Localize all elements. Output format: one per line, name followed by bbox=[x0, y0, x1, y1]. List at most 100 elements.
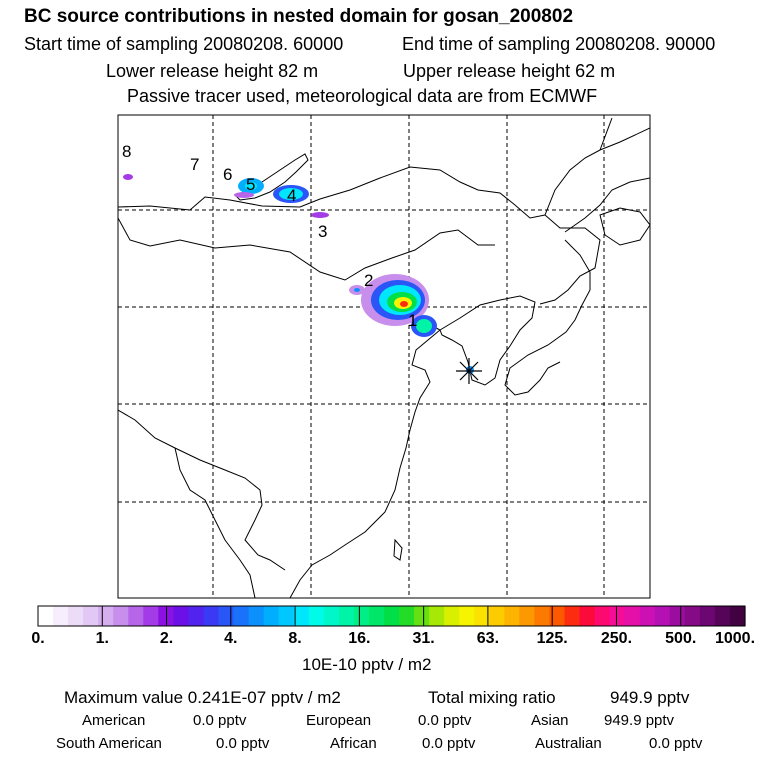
colorbar-tick-label: 16. bbox=[348, 630, 371, 647]
colorbar-tick-label: 250. bbox=[600, 630, 633, 647]
american-value: 0.0 pptv bbox=[193, 712, 247, 729]
colorbar-cell bbox=[233, 606, 250, 626]
colorbar-cell bbox=[654, 606, 671, 626]
track-label-3: 3 bbox=[318, 222, 327, 241]
colorbar-cell bbox=[368, 606, 385, 626]
colorbar-tick-label: 0. bbox=[31, 630, 45, 647]
colorbar-cell bbox=[323, 606, 340, 626]
russia-china-border bbox=[539, 214, 601, 305]
colorbar-cell bbox=[504, 606, 520, 626]
colorbar-cell bbox=[714, 606, 731, 626]
colorbar-cell bbox=[353, 606, 370, 626]
upper-release-height-label: Upper release height 62 m bbox=[403, 61, 616, 81]
colorbar-cell bbox=[38, 606, 54, 626]
african-label: African bbox=[330, 735, 377, 752]
japan-coast bbox=[504, 177, 650, 396]
colorbar-cell bbox=[579, 606, 596, 626]
colorbar-cell bbox=[399, 606, 415, 626]
lake-baikal bbox=[234, 153, 309, 201]
concentration-field bbox=[123, 174, 474, 374]
total-mixing-value: 949.9 pptv bbox=[610, 688, 690, 707]
colorbar-cell bbox=[83, 606, 99, 626]
colorbar-tick-label: 125. bbox=[536, 630, 568, 647]
china-southwest-border bbox=[118, 409, 286, 571]
map-frame bbox=[117, 114, 651, 599]
colorbar-cell bbox=[173, 606, 190, 626]
colorbar-cell bbox=[429, 606, 445, 626]
colorbar-cell bbox=[684, 606, 701, 626]
korea-coast bbox=[439, 295, 536, 386]
colorbar-tick-label: 1. bbox=[95, 630, 109, 647]
colorbar-cell bbox=[338, 606, 355, 626]
colorbar-cell bbox=[639, 606, 656, 626]
colorbar-cell bbox=[444, 606, 460, 626]
colorbar-cell bbox=[308, 606, 325, 626]
colorbar-cell bbox=[278, 606, 295, 626]
european-label: European bbox=[306, 712, 372, 729]
colorbar-cell bbox=[218, 606, 235, 626]
colorbar-tick-label: 2. bbox=[159, 630, 174, 647]
colorbar-cell bbox=[68, 606, 84, 626]
colorbar-cell bbox=[414, 606, 430, 626]
asterisk-marker bbox=[456, 358, 482, 384]
japan-hokkaido bbox=[599, 207, 650, 246]
colorbar-cell bbox=[474, 606, 490, 626]
plume-west-core bbox=[354, 288, 360, 292]
plume-far-west bbox=[123, 174, 133, 180]
colorbar-cell bbox=[203, 606, 220, 626]
track-label-5: 5 bbox=[246, 175, 255, 194]
colorbar-cell bbox=[609, 606, 626, 626]
australian-value: 0.0 pptv bbox=[649, 735, 703, 752]
plume-tail-inner bbox=[416, 319, 432, 333]
colorbar-cell bbox=[248, 606, 265, 626]
plume-north-core bbox=[279, 188, 303, 200]
indochina-border bbox=[174, 447, 256, 598]
total-mixing-label: Total mixing ratio bbox=[428, 688, 556, 707]
plume-east-spot bbox=[311, 212, 329, 218]
colorbar-cell bbox=[564, 606, 581, 626]
colorbar-cell bbox=[459, 606, 475, 626]
colorbar-cell bbox=[594, 606, 611, 626]
colorbar-tick-label: 31. bbox=[412, 630, 435, 647]
colorbar-cell bbox=[699, 606, 716, 626]
russia-mongolia-border bbox=[118, 166, 546, 219]
track-label-7: 7 bbox=[190, 155, 199, 174]
colorbar-tick-label: 500. bbox=[665, 630, 697, 647]
colorbar-cell bbox=[143, 606, 159, 626]
colorbar-cell bbox=[383, 606, 400, 626]
track-label-1: 1 bbox=[408, 311, 417, 330]
plume-baikal-core bbox=[245, 182, 257, 190]
colorbar-cell bbox=[729, 606, 746, 626]
colorbar-units: 10E-10 pptv / m2 bbox=[302, 655, 432, 674]
track-label-6: 6 bbox=[223, 165, 232, 184]
south-american-label: South American bbox=[56, 735, 162, 752]
colorbar-cell bbox=[98, 606, 114, 626]
american-label: American bbox=[82, 712, 146, 729]
south-american-value: 0.0 pptv bbox=[216, 735, 270, 752]
colorbar-cell bbox=[624, 606, 641, 626]
plot-title: BC source contributions in nested domain… bbox=[24, 6, 574, 27]
asian-label: Asian bbox=[531, 712, 569, 729]
plume-peak bbox=[400, 301, 408, 307]
track-label-2: 2 bbox=[364, 271, 373, 290]
african-value: 0.0 pptv bbox=[422, 735, 476, 752]
colorbar-cell bbox=[549, 606, 566, 626]
china-mongolia-border bbox=[118, 217, 495, 281]
colorbar-cell bbox=[519, 606, 536, 626]
asian-value: 949.9 pptv bbox=[604, 712, 675, 729]
end-time-label: End time of sampling 20080208. 90000 bbox=[402, 34, 716, 54]
european-value: 0.0 pptv bbox=[418, 712, 472, 729]
colorbar-tick-label: 63. bbox=[476, 630, 500, 647]
colorbar-cell bbox=[263, 606, 280, 626]
colorbar-cell bbox=[669, 606, 686, 626]
colorbar-tick-label: 1000. bbox=[714, 630, 756, 647]
plume-baikal-trail bbox=[234, 192, 254, 198]
colorbar-cell bbox=[113, 606, 129, 626]
max-value-label: Maximum value 0.241E-07 pptv / m2 bbox=[64, 688, 341, 707]
china-coast bbox=[289, 321, 441, 598]
colorbar-cell bbox=[534, 606, 551, 626]
colorbar-tick-label: 8. bbox=[288, 630, 302, 647]
colorbar-cell bbox=[53, 606, 69, 626]
